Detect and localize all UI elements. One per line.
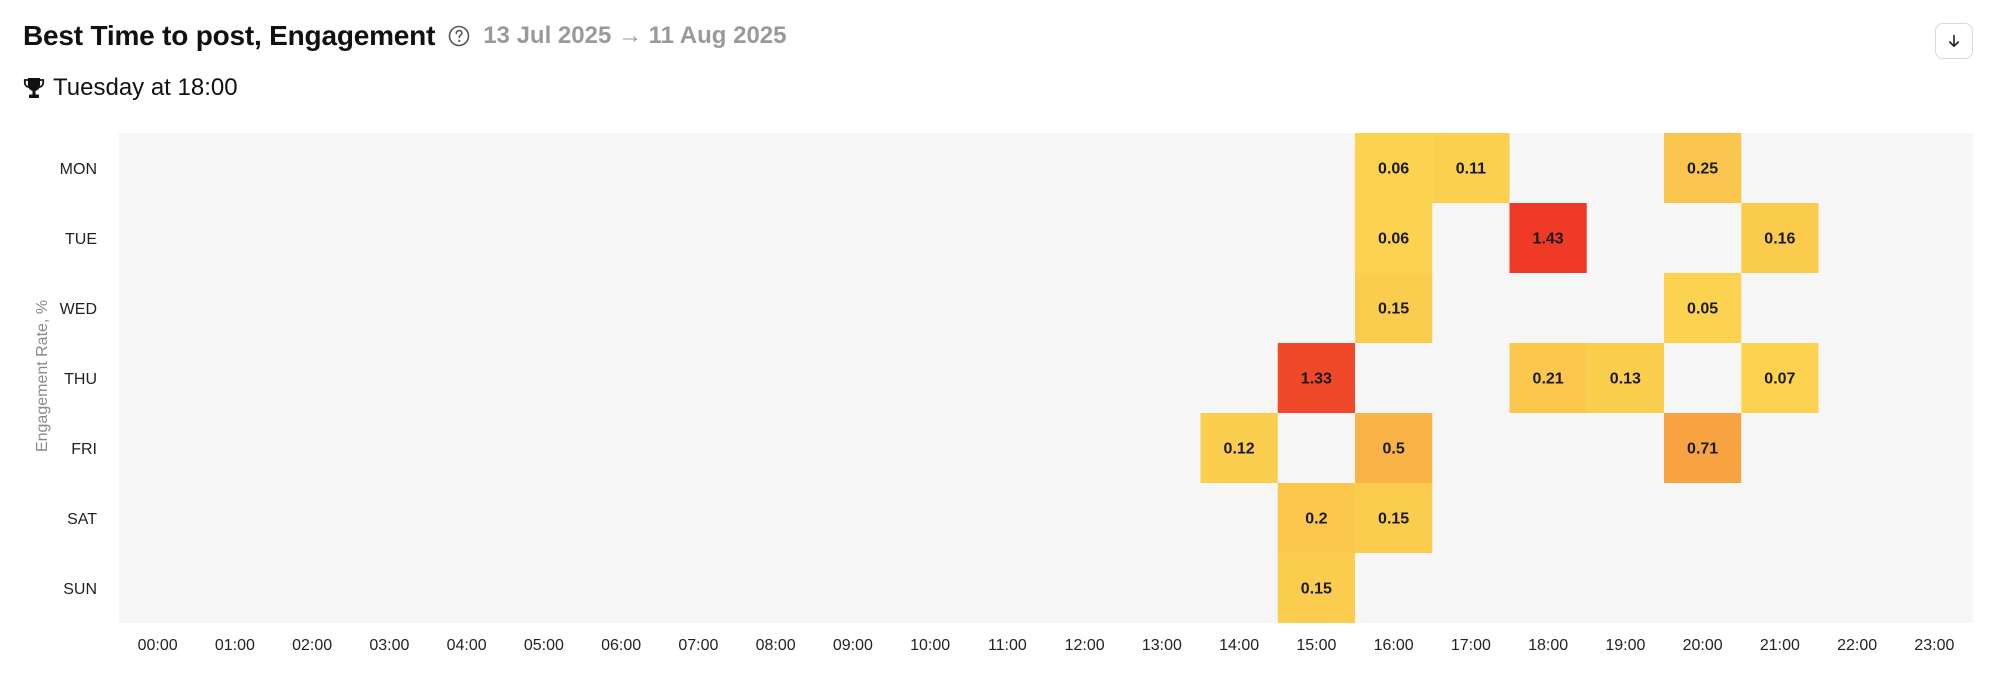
x-tick-label: 12:00: [1065, 637, 1105, 654]
x-tick-label: 05:00: [524, 637, 564, 654]
cell-value-label: 0.13: [1610, 371, 1641, 388]
heatmap-cell[interactable]: [1277, 553, 1355, 623]
cell-value-label: 0.25: [1687, 161, 1718, 178]
heatmap-cell[interactable]: [1355, 483, 1433, 553]
cell-value-label: 0.16: [1764, 231, 1795, 248]
cell-value-label: 0.05: [1687, 301, 1718, 318]
plot-background: [119, 133, 1973, 623]
cell-value-label: 0.15: [1378, 301, 1409, 318]
best-time-summary: Tuesday at 18:00: [23, 74, 238, 102]
y-tick-label: SUN: [63, 581, 97, 598]
heatmap-cell[interactable]: [1277, 343, 1355, 413]
date-range: 13 Jul 2025 → 11 Aug 2025: [483, 22, 787, 49]
heatmap-cell[interactable]: [1664, 413, 1742, 483]
heatmap-cell[interactable]: [1664, 133, 1742, 203]
x-tick-label: 11:00: [988, 637, 1027, 654]
heatmap-cell[interactable]: [1509, 343, 1587, 413]
heatmap-cell[interactable]: [1277, 483, 1355, 553]
x-tick-label: 18:00: [1528, 637, 1568, 654]
question-circle-icon[interactable]: [447, 24, 471, 48]
download-button[interactable]: [1935, 23, 1973, 59]
x-tick-label: 17:00: [1451, 637, 1491, 654]
heatmap-cell[interactable]: [1509, 203, 1587, 273]
trophy-icon: [23, 76, 45, 100]
y-tick-label: FRI: [71, 441, 97, 458]
x-tick-label: 02:00: [292, 637, 332, 654]
heatmap-cell[interactable]: [1741, 203, 1819, 273]
cell-value-label: 0.5: [1383, 441, 1405, 458]
best-time-text: Tuesday at 18:00: [53, 74, 238, 101]
heatmap-cell[interactable]: [1664, 273, 1742, 343]
heatmap-cell[interactable]: [1200, 413, 1278, 483]
cell-value-label: 1.33: [1301, 371, 1332, 388]
heatmap-cell[interactable]: [1355, 133, 1433, 203]
cell-value-label: 0.15: [1301, 581, 1332, 598]
x-tick-label: 22:00: [1837, 637, 1877, 654]
cell-value-label: 0.07: [1764, 371, 1795, 388]
x-tick-label: 06:00: [601, 637, 641, 654]
x-tick-label: 13:00: [1142, 637, 1182, 654]
cell-value-label: 0.11: [1456, 161, 1486, 178]
x-tick-label: 15:00: [1296, 637, 1336, 654]
y-tick-label: WED: [60, 301, 97, 318]
x-tick-label: 00:00: [138, 637, 178, 654]
heatmap-cell[interactable]: [1586, 343, 1664, 413]
x-tick-label: 19:00: [1605, 637, 1645, 654]
heatmap-cell[interactable]: [1355, 413, 1433, 483]
y-tick-label: TUE: [65, 231, 97, 248]
x-tick-label: 01:00: [215, 637, 255, 654]
arrow-down-icon: [1949, 34, 1959, 47]
y-tick-label: THU: [64, 371, 97, 388]
heatmap-cell[interactable]: [1355, 203, 1433, 273]
cell-value-label: 0.2: [1305, 511, 1327, 528]
x-tick-label: 10:00: [910, 637, 950, 654]
x-tick-label: 07:00: [678, 637, 718, 654]
x-tick-label: 08:00: [756, 637, 796, 654]
chart-header: Best Time to post, Engagement 13 Jul 202…: [23, 20, 787, 52]
x-tick-label: 14:00: [1219, 637, 1259, 654]
cell-value-label: 0.15: [1378, 511, 1409, 528]
heatmap-cell[interactable]: [1741, 343, 1819, 413]
x-tick-label: 09:00: [833, 637, 873, 654]
cell-value-label: 0.12: [1224, 441, 1255, 458]
heatmap-cell[interactable]: [1355, 273, 1433, 343]
x-tick-label: 03:00: [369, 637, 409, 654]
y-axis-title: Engagement Rate, %: [34, 300, 51, 452]
x-tick-label: 21:00: [1760, 637, 1800, 654]
cell-value-label: 0.06: [1378, 161, 1409, 178]
y-tick-label: MON: [60, 161, 97, 178]
cell-value-label: 1.43: [1533, 231, 1564, 248]
cell-value-label: 0.71: [1687, 441, 1718, 458]
x-tick-label: 04:00: [447, 637, 487, 654]
x-tick-label: 23:00: [1914, 637, 1954, 654]
x-tick-label: 16:00: [1374, 637, 1414, 654]
cell-value-label: 0.21: [1533, 371, 1564, 388]
heatmap-cell[interactable]: [1432, 133, 1510, 203]
cell-value-label: 0.06: [1378, 231, 1409, 248]
y-tick-label: SAT: [67, 511, 97, 528]
chart-title: Best Time to post, Engagement: [23, 20, 436, 51]
x-tick-label: 20:00: [1683, 637, 1723, 654]
